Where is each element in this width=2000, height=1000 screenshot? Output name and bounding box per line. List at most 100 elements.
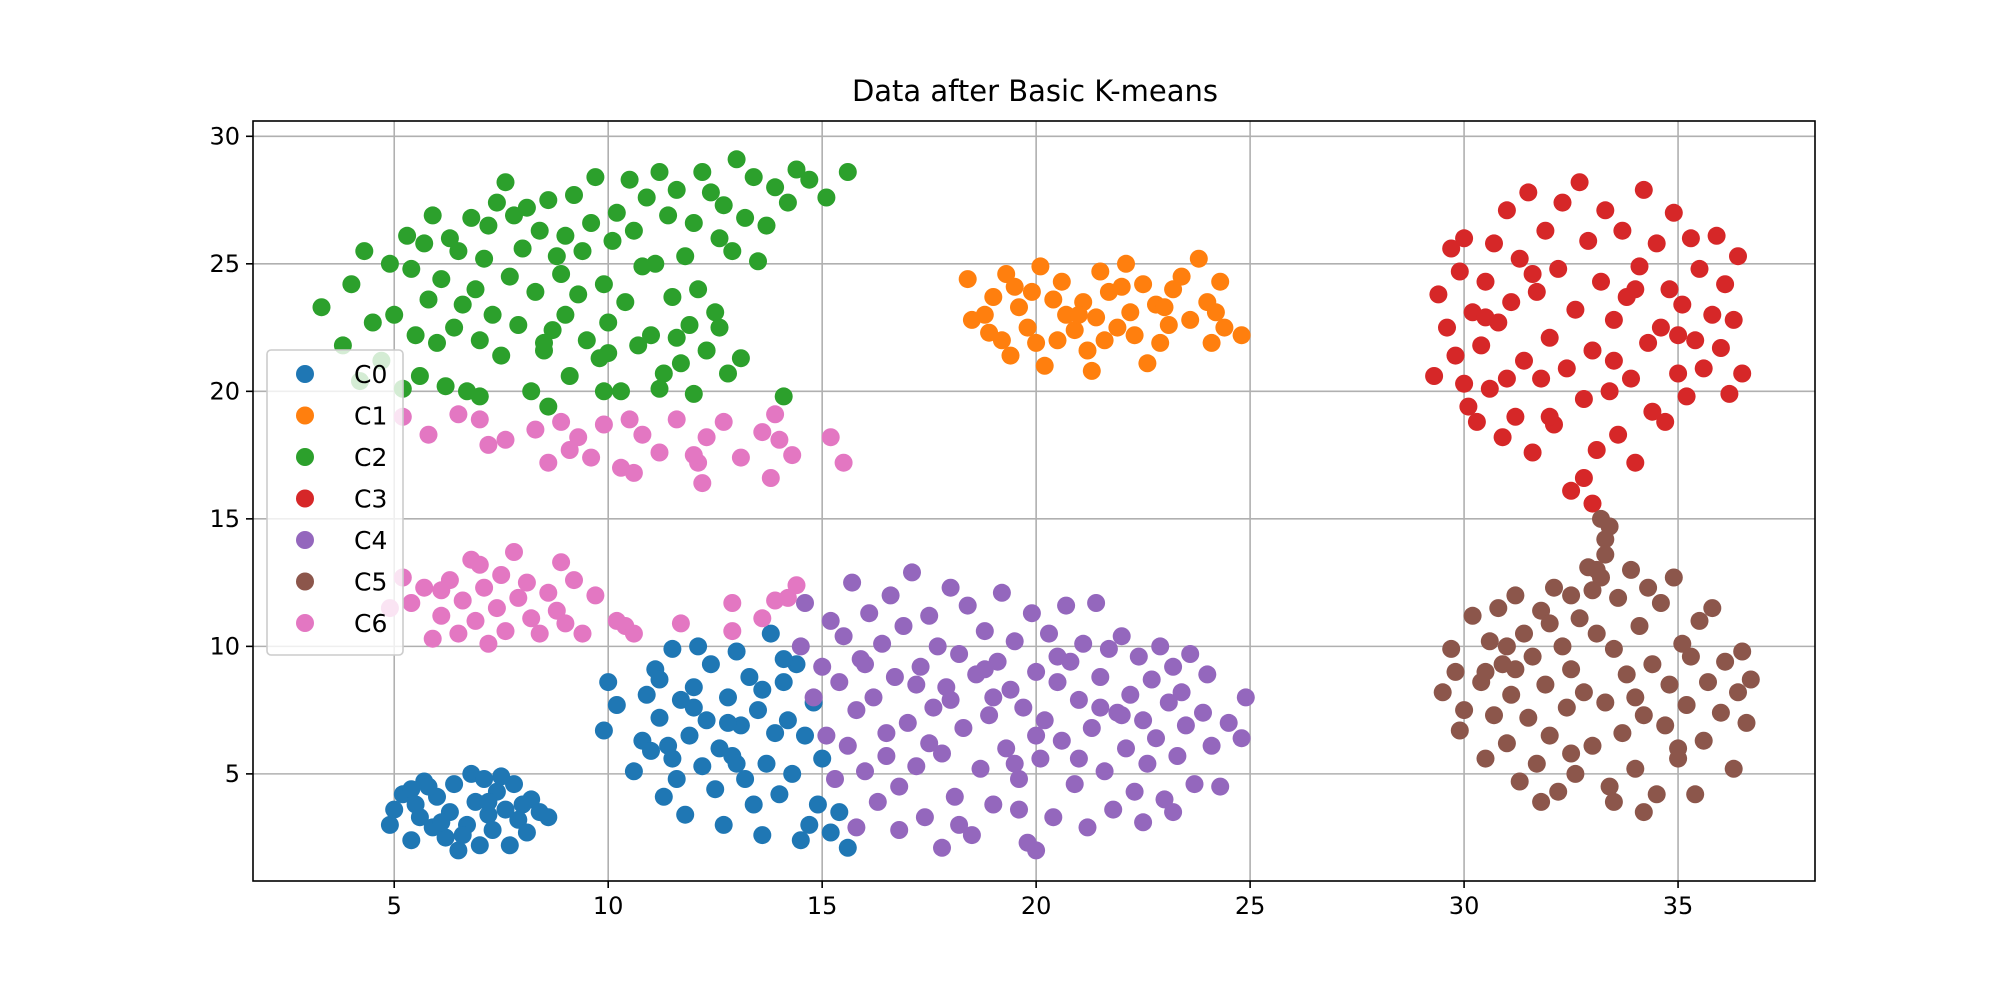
point-C0-33 xyxy=(453,826,472,845)
point-C0-92 xyxy=(753,680,772,699)
y-tick-label-1: 10 xyxy=(209,632,240,660)
point-C4-96 xyxy=(1232,729,1251,748)
point-C0-29 xyxy=(432,813,451,832)
point-C2-86 xyxy=(723,242,742,261)
point-C5-12 xyxy=(1497,734,1516,753)
point-C3-17 xyxy=(1502,293,1521,312)
point-C4-69 xyxy=(1095,762,1114,781)
point-C6-16 xyxy=(667,410,686,429)
point-C4-85 xyxy=(1164,657,1183,676)
point-C5-82 xyxy=(1634,803,1653,822)
point-C2-101 xyxy=(594,382,613,401)
point-C2-8 xyxy=(385,305,404,324)
point-C6-20 xyxy=(731,448,750,467)
point-C5-66 xyxy=(1737,713,1756,732)
point-C0-15 xyxy=(470,836,489,855)
point-C5-62 xyxy=(1716,652,1735,671)
point-C4-40 xyxy=(971,759,990,778)
point-C0-44 xyxy=(650,708,669,727)
point-C0-66 xyxy=(744,795,763,814)
point-C2-66 xyxy=(637,188,656,207)
point-C4-53 xyxy=(1027,662,1046,681)
point-C4-10 xyxy=(843,573,862,592)
point-C2-0 xyxy=(312,298,331,317)
point-C3-74 xyxy=(1604,351,1623,370)
point-C0-34 xyxy=(479,792,498,811)
point-C0-41 xyxy=(637,685,656,704)
point-C5-0 xyxy=(1433,683,1452,702)
point-C1-0 xyxy=(958,270,977,289)
point-C3-34 xyxy=(1574,390,1593,408)
point-C3-39 xyxy=(1596,201,1615,220)
point-C3-64 xyxy=(1707,226,1726,245)
point-C5-53 xyxy=(1673,634,1692,653)
point-C4-43 xyxy=(984,795,1003,814)
point-C2-67 xyxy=(642,326,660,345)
point-C3-52 xyxy=(1651,318,1670,337)
point-C4-37 xyxy=(958,596,977,615)
point-C6-24 xyxy=(783,446,802,465)
point-C0-14 xyxy=(466,792,485,811)
point-C6-56 xyxy=(556,614,575,633)
point-C2-29 xyxy=(479,216,498,235)
point-C2-104 xyxy=(539,397,558,416)
point-C5-81 xyxy=(1604,792,1623,811)
point-C2-16 xyxy=(423,206,442,225)
x-tick-label-0: 5 xyxy=(387,892,402,920)
point-C6-55 xyxy=(552,553,571,572)
y-tick-label-2: 15 xyxy=(209,505,240,533)
point-C2-109 xyxy=(710,318,729,337)
point-C3-41 xyxy=(1604,310,1623,329)
point-C1-6 xyxy=(1001,346,1020,365)
point-C4-67 xyxy=(1087,594,1106,612)
point-C5-7 xyxy=(1476,749,1495,768)
y-tick-label-5: 30 xyxy=(209,122,240,150)
point-C4-117 xyxy=(847,818,866,837)
point-C2-103 xyxy=(684,384,703,403)
point-C1-26 xyxy=(1125,326,1144,345)
point-C6-27 xyxy=(624,463,643,482)
point-C5-56 xyxy=(1686,785,1705,804)
point-C6-18 xyxy=(697,428,716,447)
legend-label-C2: C2 xyxy=(354,443,387,472)
point-C5-72 xyxy=(1587,560,1606,579)
point-C4-59 xyxy=(1052,731,1071,750)
point-C1-14 xyxy=(1057,305,1076,324)
point-C2-87 xyxy=(727,150,746,169)
point-C6-40 xyxy=(453,591,472,610)
point-C6-8 xyxy=(560,441,579,459)
point-C3-40 xyxy=(1600,382,1619,401)
point-C3-10 xyxy=(1472,336,1491,355)
point-C0-45 xyxy=(654,787,673,806)
point-C4-25 xyxy=(907,757,926,776)
point-C4-11 xyxy=(847,701,866,720)
point-C0-59 xyxy=(714,815,733,834)
x-tick-label-2: 15 xyxy=(807,892,838,920)
point-C2-98 xyxy=(817,188,836,207)
point-C0-53 xyxy=(689,637,708,656)
point-C1-31 xyxy=(1159,316,1178,334)
x-tick-label-4: 25 xyxy=(1235,892,1266,920)
point-C0-24 xyxy=(517,823,536,842)
point-C2-97 xyxy=(800,170,819,189)
point-C2-18 xyxy=(432,270,451,289)
point-C3-19 xyxy=(1510,249,1529,268)
point-C4-29 xyxy=(924,698,943,717)
point-C3-4 xyxy=(1446,346,1465,365)
point-C0-8 xyxy=(436,828,455,847)
point-C2-43 xyxy=(539,191,558,210)
point-C5-14 xyxy=(1506,586,1525,605)
legend-label-C5: C5 xyxy=(354,568,387,597)
point-C0-62 xyxy=(727,642,746,661)
point-C2-92 xyxy=(757,216,776,235)
point-C3-43 xyxy=(1613,221,1632,240)
point-C0-77 xyxy=(791,831,810,850)
point-C1-24 xyxy=(1117,254,1135,273)
point-C5-29 xyxy=(1570,609,1589,628)
point-C3-22 xyxy=(1523,443,1542,462)
point-C5-74 xyxy=(1540,614,1559,633)
point-C2-39 xyxy=(522,382,541,401)
point-C4-77 xyxy=(1129,647,1148,666)
point-C3-60 xyxy=(1686,331,1705,350)
point-C4-79 xyxy=(1138,754,1157,773)
